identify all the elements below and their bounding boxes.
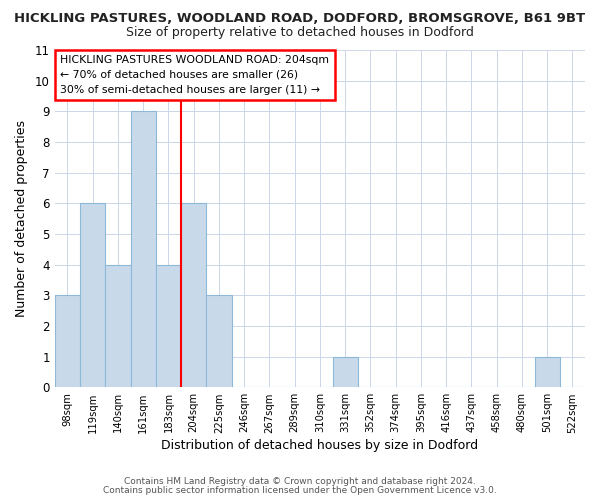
Bar [106, 264, 131, 388]
Bar [206, 296, 232, 388]
Bar [80, 204, 106, 388]
Bar [181, 204, 206, 388]
Text: Size of property relative to detached houses in Dodford: Size of property relative to detached ho… [126, 26, 474, 39]
Bar [55, 296, 80, 388]
Text: Contains HM Land Registry data © Crown copyright and database right 2024.: Contains HM Land Registry data © Crown c… [124, 477, 476, 486]
Text: Contains public sector information licensed under the Open Government Licence v3: Contains public sector information licen… [103, 486, 497, 495]
X-axis label: Distribution of detached houses by size in Dodford: Distribution of detached houses by size … [161, 440, 478, 452]
Bar [131, 112, 156, 388]
Text: HICKLING PASTURES, WOODLAND ROAD, DODFORD, BROMSGROVE, B61 9BT: HICKLING PASTURES, WOODLAND ROAD, DODFOR… [14, 12, 586, 26]
Bar [156, 264, 181, 388]
Bar [535, 356, 560, 388]
Text: HICKLING PASTURES WOODLAND ROAD: 204sqm
← 70% of detached houses are smaller (26: HICKLING PASTURES WOODLAND ROAD: 204sqm … [60, 55, 329, 94]
Bar [332, 356, 358, 388]
Y-axis label: Number of detached properties: Number of detached properties [15, 120, 28, 317]
